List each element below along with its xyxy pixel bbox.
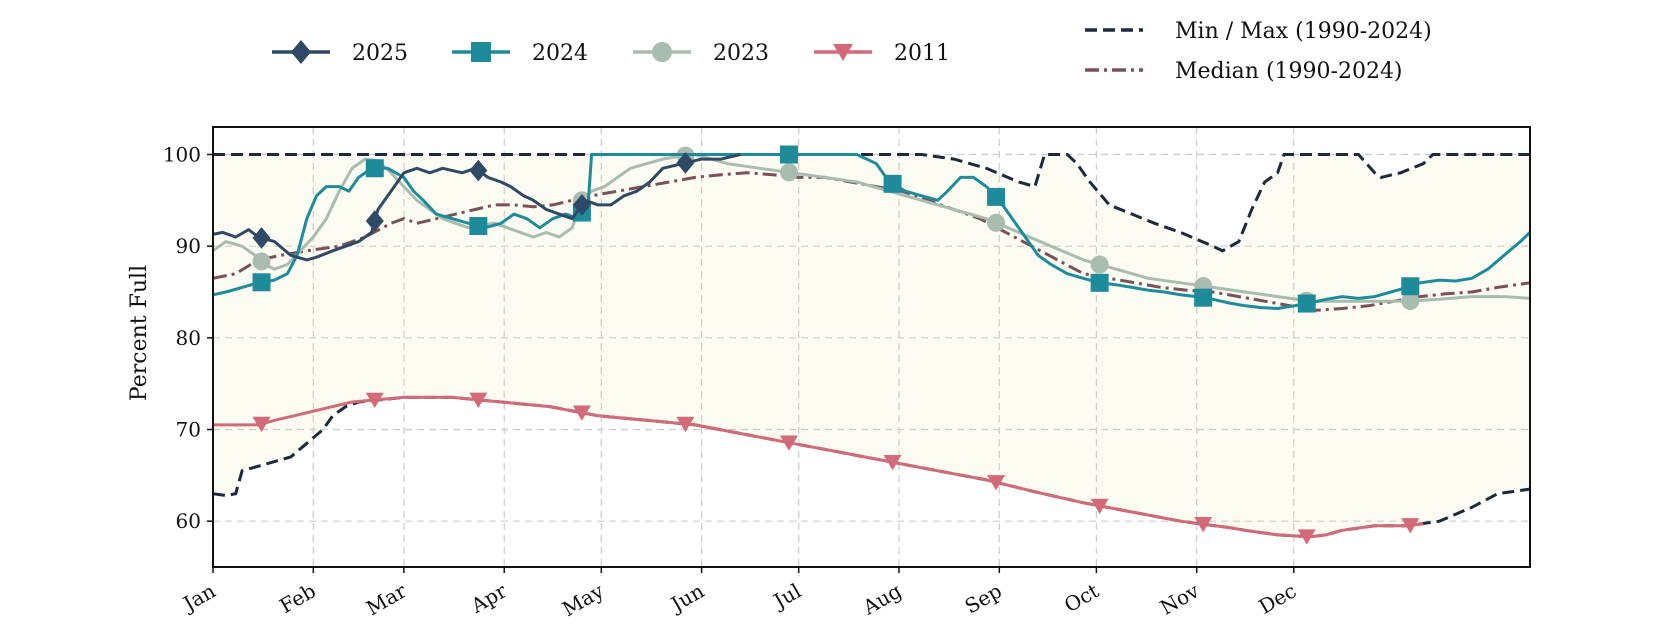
y-tick-label: 100 <box>163 143 201 167</box>
series-marker-2025 <box>469 159 488 182</box>
legend-item-2023: 2023 <box>633 41 769 66</box>
y-tick-label: 90 <box>176 234 201 258</box>
legend-item-2025: 2025 <box>272 40 408 66</box>
series-marker-2011 <box>883 454 902 471</box>
series-marker-2024 <box>779 145 798 164</box>
x-tick-label: Jun <box>665 578 708 617</box>
series-marker-2025 <box>252 227 271 249</box>
legend-label: 2025 <box>352 41 408 66</box>
min-max-band <box>213 154 1530 537</box>
x-tick-label: Apr <box>466 578 511 618</box>
x-tick-label: Aug <box>858 578 906 619</box>
legend-marker <box>833 44 853 61</box>
series-marker-2024 <box>1401 277 1420 296</box>
x-tick-label: Jan <box>177 578 219 616</box>
series-marker-2023 <box>252 252 271 271</box>
series-marker-2011 <box>1090 498 1109 514</box>
legend-item-min-max-1990-2024: Min / Max (1990-2024) <box>1085 19 1432 44</box>
series-marker-2011 <box>676 416 695 433</box>
series-marker-2024 <box>365 159 384 178</box>
legend-item-2011: 2011 <box>814 41 950 66</box>
series-marker-2011 <box>572 405 591 421</box>
series-marker-2023 <box>987 213 1006 232</box>
legend-label: Median (1990-2024) <box>1175 59 1403 84</box>
legend-marker <box>471 42 491 62</box>
series-marker-2024 <box>987 187 1006 206</box>
series-line-2025 <box>212 153 741 262</box>
y-tick-label: 80 <box>176 326 201 350</box>
y-tick-label: 60 <box>176 509 201 533</box>
series-marker-2011 <box>1401 518 1420 534</box>
x-tick-label: Jul <box>768 579 805 614</box>
y-axis-title: Percent Full <box>127 265 152 401</box>
legend: 2025 2024 2023 2011 Min / Max (1990-2024) Med… <box>272 19 1432 84</box>
series-marker-2023 <box>1401 291 1420 310</box>
max-line <box>213 153 1530 253</box>
series-marker-2024 <box>469 217 488 235</box>
legend-item-2024: 2024 <box>452 41 588 66</box>
x-tick-label: Oct <box>1060 579 1103 618</box>
x-tick-label: Nov <box>1156 578 1204 620</box>
series-marker-2025 <box>572 194 591 216</box>
plot-frame <box>212 126 1531 568</box>
x-tick-label: Dec <box>1254 579 1300 619</box>
series-marker-2024 <box>252 273 271 292</box>
series-marker-2024 <box>883 174 902 193</box>
legend-marker <box>652 42 672 62</box>
x-tick-label: Sep <box>961 579 1006 619</box>
legend-marker <box>291 40 311 64</box>
legend-label: 2023 <box>713 41 769 66</box>
legend-item-median-1990-2024: Median (1990-2024) <box>1085 59 1403 84</box>
series-marker-2011 <box>252 416 271 433</box>
series-marker-2011 <box>779 435 798 451</box>
x-tick-label: May <box>558 578 608 621</box>
plot-area: 60 70 80 90 100 Jan Feb Mar Apr May Jun Jul Aug Sep Oc… <box>163 126 1532 621</box>
legend-label: 2011 <box>894 41 950 66</box>
series-marker-2025 <box>676 152 695 174</box>
series-marker-2011 <box>469 392 488 408</box>
series-marker-2024 <box>1194 288 1213 307</box>
series-marker-2011 <box>1297 529 1316 545</box>
series-marker-2024 <box>1090 273 1109 292</box>
series-marker-2023 <box>1090 255 1109 274</box>
legend-label: Min / Max (1990-2024) <box>1175 19 1432 44</box>
series-marker-2011 <box>365 392 384 408</box>
legend-label: 2024 <box>532 41 588 66</box>
series-marker-2024 <box>1297 294 1316 313</box>
x-tick-label: Feb <box>275 579 319 618</box>
y-tick-label: 70 <box>176 418 201 442</box>
series-marker-2023 <box>779 163 798 182</box>
x-tick-label: Mar <box>362 578 411 620</box>
series-marker-2011 <box>1194 516 1213 533</box>
series-marker-2025 <box>365 210 384 232</box>
series-marker-2011 <box>987 475 1006 491</box>
